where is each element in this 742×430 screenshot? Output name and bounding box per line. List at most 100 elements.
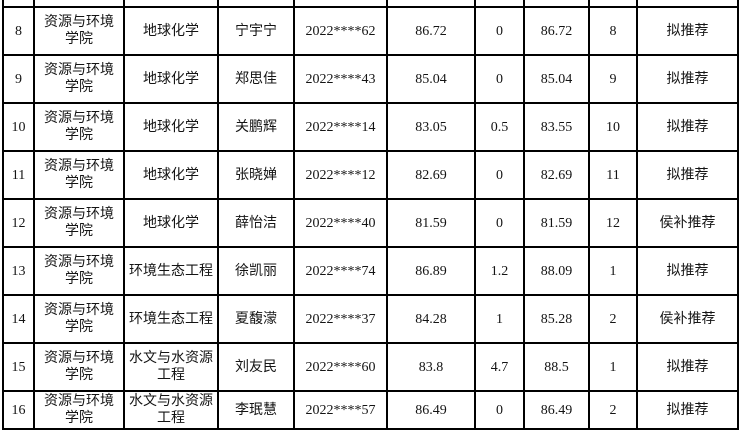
status-cell: 拟推荐 — [636, 246, 739, 296]
rank-cell: 1 — [588, 246, 638, 296]
total-score-cell: 85.28 — [523, 294, 590, 344]
table-row: 10 资源与环境 学院 地球化学 关鹏辉 2022****14 83.05 0.5 83.55… — [2, 102, 739, 152]
row-index-cell: 15 — [2, 342, 35, 392]
clipped-cell — [33, 0, 125, 8]
name-cell: 刘友民 — [217, 342, 295, 392]
clipped-cell — [293, 0, 388, 8]
name-cell: 宁宇宁 — [217, 6, 295, 56]
total-score-cell: 86.72 — [523, 6, 590, 56]
student-id-cell: 2022****14 — [293, 102, 388, 152]
major-cell: 环境生态工程 — [123, 294, 219, 344]
clipped-cell — [386, 0, 476, 8]
major-cell: 地球化学 — [123, 198, 219, 248]
status-cell: 拟推荐 — [636, 54, 739, 104]
major-cell: 环境生态工程 — [123, 246, 219, 296]
bonus-cell: 1.2 — [474, 246, 525, 296]
row-index-cell: 8 — [2, 6, 35, 56]
college-cell: 资源与环境 学院 — [33, 342, 125, 392]
row-index-cell: 14 — [2, 294, 35, 344]
major-cell: 水文与水资源 工程 — [123, 390, 219, 430]
status-cell: 拟推荐 — [636, 6, 739, 56]
name-cell: 夏馥濛 — [217, 294, 295, 344]
rank-cell: 1 — [588, 342, 638, 392]
rank-cell: 11 — [588, 150, 638, 200]
student-id-cell: 2022****43 — [293, 54, 388, 104]
score-cell: 85.04 — [386, 54, 476, 104]
total-score-cell: 88.5 — [523, 342, 590, 392]
total-score-cell: 81.59 — [523, 198, 590, 248]
status-cell: 侯补推荐 — [636, 198, 739, 248]
major-cell: 水文与水资源 工程 — [123, 342, 219, 392]
clipped-cell — [523, 0, 590, 8]
student-id-cell: 2022****60 — [293, 342, 388, 392]
major-cell: 地球化学 — [123, 102, 219, 152]
table-row: 8 资源与环境 学院 地球化学 宁宇宁 2022****62 86.72 0 86.72 8 拟推… — [2, 6, 739, 56]
college-cell: 资源与环境 学院 — [33, 102, 125, 152]
score-cell: 84.28 — [386, 294, 476, 344]
college-cell: 资源与环境 学院 — [33, 150, 125, 200]
rank-cell: 2 — [588, 390, 638, 430]
clipped-row-above — [2, 0, 739, 8]
row-index-cell: 11 — [2, 150, 35, 200]
name-cell: 薛怡洁 — [217, 198, 295, 248]
rank-cell: 9 — [588, 54, 638, 104]
rank-cell: 8 — [588, 6, 638, 56]
total-score-cell: 83.55 — [523, 102, 590, 152]
clipped-cell — [588, 0, 638, 8]
status-cell: 拟推荐 — [636, 150, 739, 200]
student-id-cell: 2022****62 — [293, 6, 388, 56]
major-cell: 地球化学 — [123, 6, 219, 56]
score-cell: 83.05 — [386, 102, 476, 152]
score-cell: 86.49 — [386, 390, 476, 430]
table-row: 14 资源与环境 学院 环境生态工程 夏馥濛 2022****37 84.28 1 85.28… — [2, 294, 739, 344]
score-cell: 86.72 — [386, 6, 476, 56]
college-cell: 资源与环境 学院 — [33, 390, 125, 430]
bonus-cell: 0 — [474, 390, 525, 430]
total-score-cell: 85.04 — [523, 54, 590, 104]
table-row: 15 资源与环境 学院 水文与水资源 工程 刘友民 2022****60 83.8 4.7 8… — [2, 342, 739, 392]
student-id-cell: 2022****37 — [293, 294, 388, 344]
college-cell: 资源与环境 学院 — [33, 54, 125, 104]
clipped-cell — [2, 0, 35, 8]
status-cell: 拟推荐 — [636, 342, 739, 392]
status-cell: 拟推荐 — [636, 390, 739, 430]
bonus-cell: 4.7 — [474, 342, 525, 392]
score-cell: 82.69 — [386, 150, 476, 200]
bonus-cell: 1 — [474, 294, 525, 344]
bonus-cell: 0.5 — [474, 102, 525, 152]
table-row: 16 资源与环境 学院 水文与水资源 工程 李珉慧 2022****57 86.49 0 86… — [2, 390, 739, 430]
bonus-cell: 0 — [474, 150, 525, 200]
bonus-cell: 0 — [474, 54, 525, 104]
name-cell: 徐凯丽 — [217, 246, 295, 296]
college-cell: 资源与环境 学院 — [33, 6, 125, 56]
clipped-cell — [636, 0, 739, 8]
row-index-cell: 16 — [2, 390, 35, 430]
college-cell: 资源与环境 学院 — [33, 246, 125, 296]
student-id-cell: 2022****57 — [293, 390, 388, 430]
table-row: 13 资源与环境 学院 环境生态工程 徐凯丽 2022****74 86.89 1.2 88.… — [2, 246, 739, 296]
total-score-cell: 86.49 — [523, 390, 590, 430]
major-cell: 地球化学 — [123, 150, 219, 200]
major-cell: 地球化学 — [123, 54, 219, 104]
name-cell: 李珉慧 — [217, 390, 295, 430]
clipped-cell — [217, 0, 295, 8]
student-id-cell: 2022****74 — [293, 246, 388, 296]
name-cell: 张晓婵 — [217, 150, 295, 200]
rank-cell: 12 — [588, 198, 638, 248]
student-id-cell: 2022****40 — [293, 198, 388, 248]
rank-cell: 2 — [588, 294, 638, 344]
score-cell: 83.8 — [386, 342, 476, 392]
table-row: 12 资源与环境 学院 地球化学 薛怡洁 2022****40 81.59 0 81.59 12… — [2, 198, 739, 248]
row-index-cell: 9 — [2, 54, 35, 104]
row-index-cell: 12 — [2, 198, 35, 248]
table-row: 11 资源与环境 学院 地球化学 张晓婵 2022****12 82.69 0 82.69 11… — [2, 150, 739, 200]
bonus-cell: 0 — [474, 198, 525, 248]
score-cell: 81.59 — [386, 198, 476, 248]
table-row: 9 资源与环境 学院 地球化学 郑思佳 2022****43 85.04 0 85.04 9 拟推… — [2, 54, 739, 104]
name-cell: 郑思佳 — [217, 54, 295, 104]
rank-cell: 10 — [588, 102, 638, 152]
bonus-cell: 0 — [474, 6, 525, 56]
